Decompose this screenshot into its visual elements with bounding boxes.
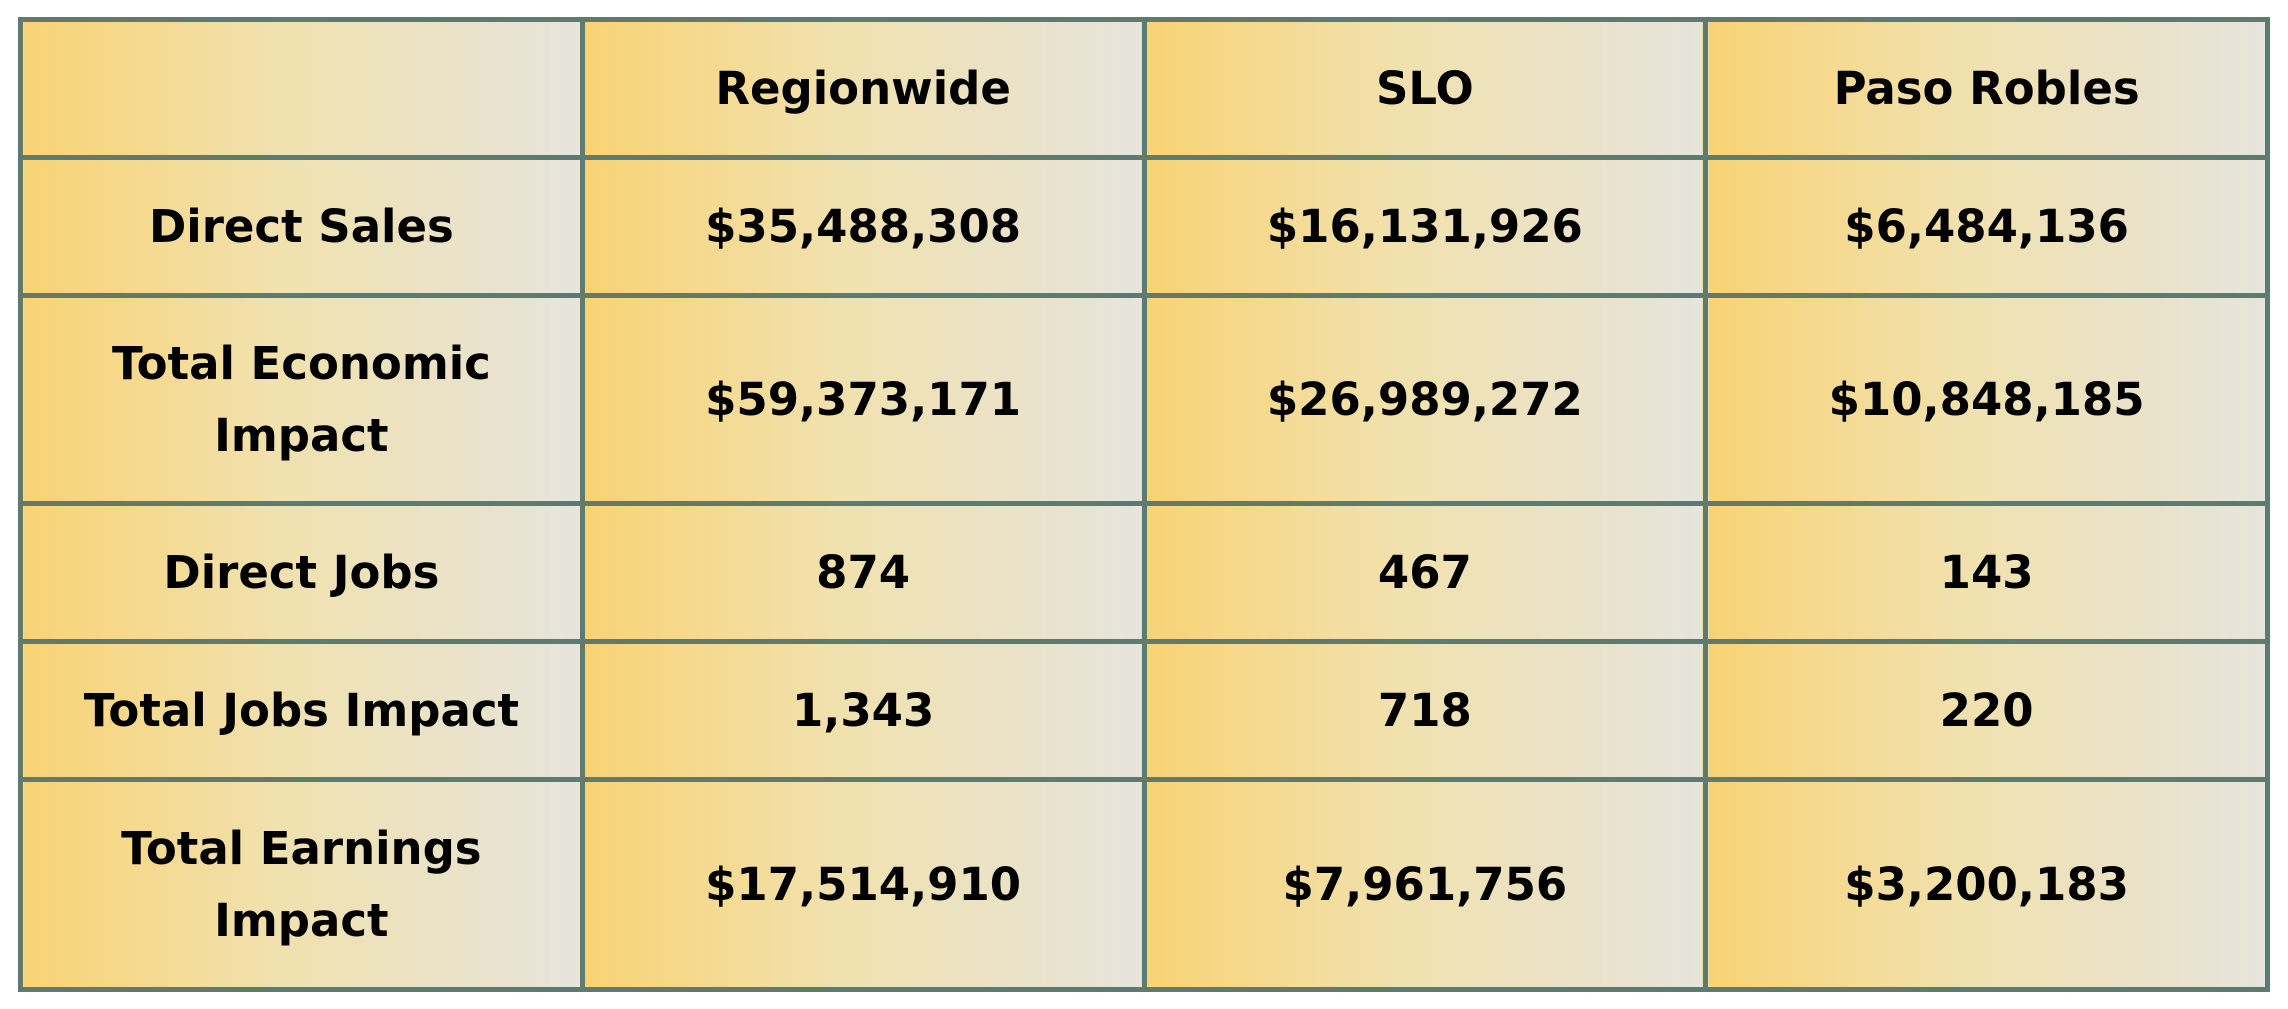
table-cell: $7,961,756 <box>1141 777 1709 992</box>
table-row: Total Earnings Impact $17,514,910 $7,961… <box>18 777 2270 992</box>
row-label-total-economic-impact: Total Economic Impact <box>18 293 585 506</box>
row-label-total-earnings-impact: Total Earnings Impact <box>18 777 585 992</box>
header-row: Regionwide SLO Paso Robles <box>18 17 2270 160</box>
table-cell: $26,989,272 <box>1141 293 1709 506</box>
table-row: Total Jobs Impact 1,343 718 220 <box>18 639 2270 782</box>
table-cell: 1,343 <box>579 639 1147 782</box>
table-row: Direct Sales $35,488,308 $16,131,926 $6,… <box>18 155 2270 298</box>
row-label-total-jobs-impact: Total Jobs Impact <box>18 639 585 782</box>
table-cell: $3,200,183 <box>1703 777 2270 992</box>
header-cell-regionwide: Regionwide <box>579 17 1147 160</box>
table-cell: 467 <box>1141 501 1709 644</box>
table-row: Total Economic Impact $59,373,171 $26,98… <box>18 293 2270 506</box>
table-cell: 220 <box>1703 639 2270 782</box>
economic-impact-table: Regionwide SLO Paso Robles Direct Sales … <box>18 17 2270 992</box>
header-cell-slo: SLO <box>1141 17 1709 160</box>
table-cell: $17,514,910 <box>579 777 1147 992</box>
impact-table-container: Regionwide SLO Paso Robles Direct Sales … <box>18 17 2270 992</box>
table-cell: $16,131,926 <box>1141 155 1709 298</box>
table-cell: 143 <box>1703 501 2270 644</box>
table-cell: $10,848,185 <box>1703 293 2270 506</box>
header-cell-corner <box>18 17 585 160</box>
table-cell: $59,373,171 <box>579 293 1147 506</box>
table-cell: 874 <box>579 501 1147 644</box>
row-label-direct-jobs: Direct Jobs <box>18 501 585 644</box>
table-row: Direct Jobs 874 467 143 <box>18 501 2270 644</box>
table-cell: $6,484,136 <box>1703 155 2270 298</box>
row-label-direct-sales: Direct Sales <box>18 155 585 298</box>
table-cell: 718 <box>1141 639 1709 782</box>
header-cell-paso-robles: Paso Robles <box>1703 17 2270 160</box>
table-cell: $35,488,308 <box>579 155 1147 298</box>
